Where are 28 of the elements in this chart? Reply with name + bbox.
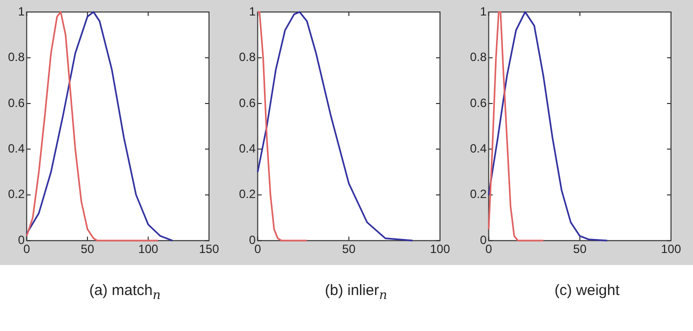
y-tick-label: 0.2 [8, 187, 25, 202]
x-tick-label: 50 [342, 242, 356, 256]
y-tick-label: 0.8 [238, 50, 256, 64]
x-axis-title: (c) weight [553, 282, 621, 299]
y-tick-label: 0.8 [8, 50, 25, 64]
y-tick-label: 0 [248, 232, 256, 247]
y-tick-label: 0.2 [238, 187, 256, 202]
y-tick-label: 0 [480, 232, 487, 247]
y-tick-label: 0 [18, 232, 25, 247]
x-tick-label: 100 [430, 242, 450, 256]
y-tick-label: 0.4 [238, 141, 256, 156]
y-tick-label: 1 [480, 4, 487, 18]
x-axis-title: (a) match$_{n}$ [88, 282, 162, 302]
x-tick-label: 50 [573, 242, 587, 256]
y-tick-label: 1 [248, 4, 256, 18]
x-tick-label: 50 [80, 242, 94, 256]
y-tick-label: 0.8 [470, 50, 487, 64]
y-tick-label: 0.6 [470, 96, 487, 110]
x-tick-label: 150 [198, 242, 220, 256]
y-tick-label: 0.6 [8, 96, 25, 110]
y-tick-label: 0.4 [8, 141, 25, 156]
y-tick-label: 1 [18, 4, 25, 18]
x-axis-title: (b) inlier$_{n}$ [324, 282, 388, 302]
x-tick-label: 100 [660, 242, 682, 256]
y-tick-label: 0.2 [470, 187, 487, 202]
y-tick-label: 0.6 [238, 96, 256, 110]
x-tick-label: 100 [138, 242, 159, 256]
y-tick-label: 0.4 [470, 141, 487, 156]
